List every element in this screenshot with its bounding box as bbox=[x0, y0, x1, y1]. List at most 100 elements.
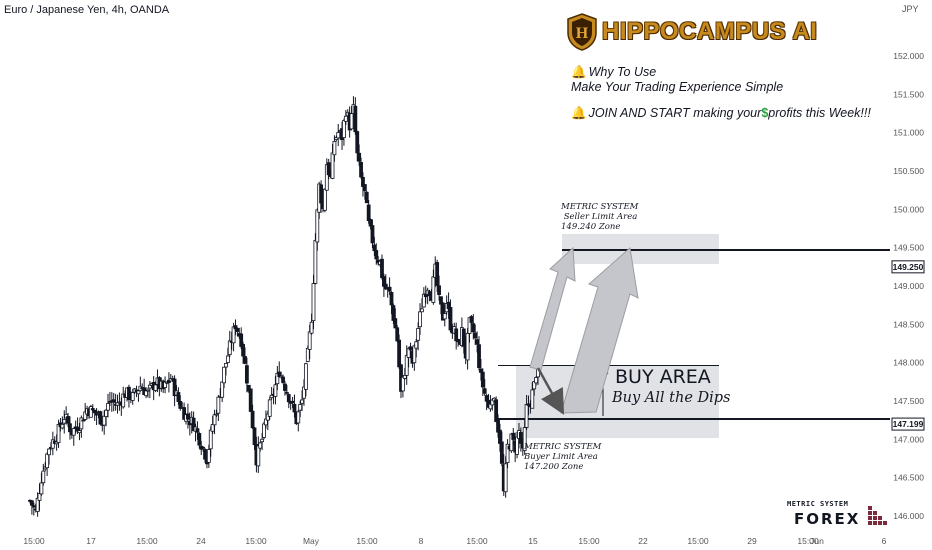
candle-down bbox=[477, 344, 481, 369]
candle-down bbox=[469, 316, 474, 323]
candle-up bbox=[420, 308, 424, 313]
candle-down bbox=[435, 262, 440, 286]
candle-up bbox=[262, 423, 266, 438]
candle-up bbox=[416, 328, 421, 341]
promo-line-2: Make Your Trading Experience Simple bbox=[571, 80, 784, 94]
x-tick-label: 22 bbox=[638, 536, 648, 546]
candle-down bbox=[81, 419, 86, 422]
seller-annotation: METRIC SYSTEM Seller Limit Area 149.240 … bbox=[561, 202, 639, 232]
candle-up bbox=[313, 239, 318, 284]
candle-up bbox=[309, 321, 314, 334]
dollar-icon: $ bbox=[761, 106, 769, 120]
candle-down bbox=[248, 388, 253, 412]
candle-up bbox=[300, 399, 304, 404]
candle-down bbox=[359, 162, 363, 178]
candle-down bbox=[473, 332, 478, 339]
candle-down bbox=[292, 403, 297, 413]
brand-name: HIPPOCAMPUS AI bbox=[602, 18, 818, 45]
candle-down bbox=[326, 162, 331, 176]
candle-up bbox=[260, 438, 265, 443]
candle-up bbox=[307, 331, 312, 350]
candle-down bbox=[383, 283, 388, 290]
price-labels: 149.250 147.199 bbox=[891, 260, 925, 431]
chart-title: Euro / Japanese Yen, 4h, OANDA bbox=[4, 4, 170, 16]
candle-down bbox=[427, 291, 432, 297]
candle-down bbox=[372, 244, 377, 252]
candle-down bbox=[366, 204, 371, 222]
candle-down bbox=[353, 105, 358, 133]
candle-up bbox=[146, 389, 150, 392]
candle-up bbox=[303, 363, 308, 390]
candle-up bbox=[208, 429, 213, 450]
y-tick-label: 149.000 bbox=[893, 281, 924, 291]
candle-down bbox=[284, 391, 289, 394]
candle-down bbox=[283, 383, 287, 391]
metric-forex-watermark: METRIC SYSTEM FOREX bbox=[776, 500, 896, 532]
candle-up bbox=[524, 404, 529, 428]
candle-down bbox=[235, 327, 240, 332]
candle-down bbox=[480, 371, 485, 388]
y-tick-label: 152.000 bbox=[893, 51, 924, 61]
watermark-top: METRIC SYSTEM bbox=[787, 500, 849, 508]
candle-down bbox=[252, 427, 257, 446]
x-tick-label: 15:00 bbox=[245, 536, 267, 546]
candle-down bbox=[98, 411, 103, 425]
y-tick-label: 150.000 bbox=[893, 204, 924, 214]
candle-up bbox=[402, 374, 407, 379]
candle-down bbox=[511, 432, 516, 440]
candle-down bbox=[498, 429, 502, 444]
candle-up bbox=[431, 276, 436, 303]
x-tick-label: 15:00 bbox=[136, 536, 158, 546]
candle-down bbox=[244, 365, 249, 384]
candle-down bbox=[176, 392, 181, 402]
candle-up bbox=[206, 449, 211, 463]
x-tick-label: 15:00 bbox=[578, 536, 600, 546]
x-tick-label: 15:00 bbox=[356, 536, 378, 546]
candles-layer bbox=[28, 96, 540, 517]
candle-down bbox=[368, 219, 373, 227]
watermark-bottom: FOREX bbox=[794, 510, 861, 528]
candle-down bbox=[239, 333, 244, 347]
candle-up bbox=[505, 443, 510, 463]
candle-up bbox=[136, 390, 141, 395]
candle-down bbox=[389, 292, 394, 306]
candle-up bbox=[47, 448, 51, 456]
price-label-box bbox=[891, 417, 925, 431]
candle-up bbox=[349, 113, 354, 130]
candle-up bbox=[330, 152, 335, 179]
candle-down bbox=[499, 441, 504, 464]
y-tick-label: 148.500 bbox=[893, 319, 924, 329]
candle-up bbox=[267, 399, 272, 417]
x-axis: 15:00 17 15:00 24 15:00 May 15:00 8 15:00 15 15:00… bbox=[23, 536, 886, 546]
candle-down bbox=[395, 327, 400, 342]
y-tick-label: 149.500 bbox=[893, 243, 924, 253]
promo-line-1: 🔔 Why To Use bbox=[571, 65, 657, 79]
candle-up bbox=[71, 428, 76, 436]
x-tick-label: Jun bbox=[810, 536, 824, 546]
currency-label: JPY bbox=[902, 4, 919, 14]
candle-down bbox=[475, 339, 480, 345]
candle-down bbox=[494, 399, 499, 422]
x-tick-label: 24 bbox=[196, 536, 206, 546]
candle-up bbox=[315, 209, 320, 243]
candle-down bbox=[454, 328, 459, 342]
candle-down bbox=[439, 296, 443, 305]
bell-icon: 🔔 bbox=[571, 65, 587, 79]
x-tick-label: 8 bbox=[419, 536, 424, 546]
candle-up bbox=[153, 384, 158, 391]
candle-up bbox=[258, 442, 263, 449]
candle-up bbox=[104, 409, 109, 417]
candle-down bbox=[380, 258, 384, 279]
candle-down bbox=[471, 323, 476, 333]
y-tick-label: 150.500 bbox=[893, 166, 924, 176]
candle-down bbox=[408, 346, 413, 351]
candle-down bbox=[195, 428, 200, 433]
price-label-box bbox=[891, 260, 925, 274]
candle-down bbox=[362, 184, 367, 192]
candle-down bbox=[197, 433, 202, 446]
candle-up bbox=[222, 366, 226, 384]
x-tick-label: 15:00 bbox=[466, 536, 488, 546]
candle-down bbox=[448, 307, 453, 331]
candle-up bbox=[216, 396, 221, 414]
